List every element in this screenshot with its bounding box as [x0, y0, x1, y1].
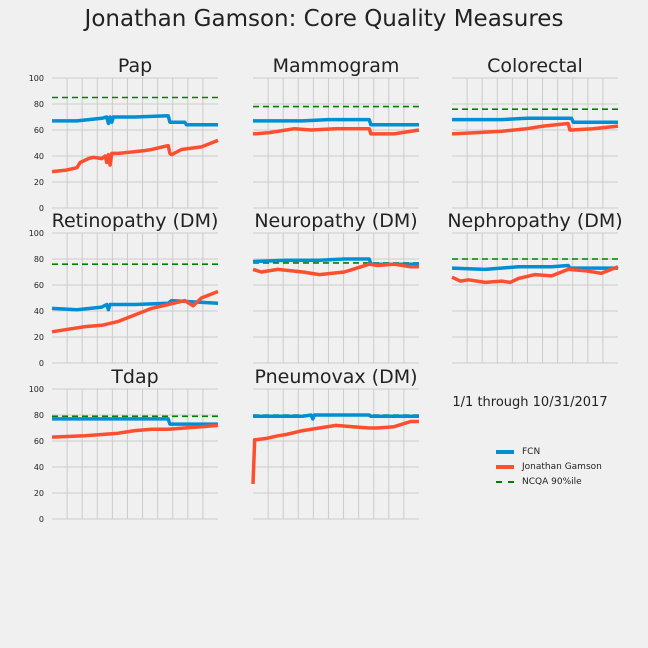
series-line-fcn — [52, 417, 218, 426]
legend-label-fcn: FCN — [522, 446, 541, 457]
panel-nephropathy-dm: Nephropathy (DM) — [447, 210, 623, 364]
series-line-fcn — [452, 116, 618, 124]
series-line-jonathan-gamson — [51, 423, 219, 439]
series-line-jonathan-gamson — [252, 262, 419, 277]
panel-title: Nephropathy (DM) — [447, 210, 622, 232]
y-tick-label: 40 — [34, 463, 44, 472]
panel-pap: 0 20 40 60 80 100 Pap — [29, 55, 219, 213]
legend-swatch-provider — [496, 464, 514, 469]
y-tick-label: 40 — [34, 307, 44, 316]
panel-title: Pap — [118, 55, 152, 77]
legend-item-provider: Jonathan Gamson — [496, 459, 602, 474]
y-tick-label: 40 — [34, 152, 44, 161]
y-tick-label: 0 — [39, 204, 44, 213]
panel-colorectal: Colorectal — [451, 55, 619, 209]
y-tick-label: 80 — [34, 411, 44, 420]
series-line-fcn — [52, 113, 218, 127]
panel-title: Retinopathy (DM) — [52, 210, 219, 232]
panel-title: Colorectal — [487, 55, 583, 77]
y-tick-label: 0 — [39, 515, 44, 524]
series-line-jonathan-gamson — [451, 265, 619, 285]
legend-label-provider: Jonathan Gamson — [522, 461, 602, 472]
y-tick-label: 20 — [34, 178, 44, 187]
panel-title: Neuropathy (DM) — [254, 210, 417, 232]
legend-swatch-fcn — [496, 449, 514, 454]
y-tick-label: 80 — [34, 255, 44, 264]
period-note: 1/1 through 10/31/2017 — [452, 395, 608, 410]
legend-item-fcn: FCN — [496, 444, 602, 459]
legend-swatch-ncqa — [496, 480, 514, 483]
series-line-jonathan-gamson — [51, 138, 219, 174]
series-line-jonathan-gamson — [451, 121, 619, 136]
series-line-jonathan-gamson — [252, 126, 420, 136]
panel-retinopathy-dm: 0 20 40 60 80 100 Retinopathy (DM) — [29, 210, 219, 368]
y-tick-label: 20 — [34, 489, 44, 498]
series-line-jonathan-gamson — [251, 419, 419, 484]
panel-mammogram: Mammogram — [252, 55, 420, 209]
y-tick-label: 100 — [29, 74, 44, 83]
y-tick-label: 0 — [39, 359, 44, 368]
legend-label-ncqa: NCQA 90%ile — [522, 476, 582, 487]
panel-pneumovax-dm: Pneumovax (DM) — [251, 366, 419, 520]
y-tick-label: 60 — [34, 437, 44, 446]
legend: FCN Jonathan Gamson NCQA 90%ile — [496, 444, 602, 489]
y-tick-label: 100 — [29, 385, 44, 394]
panel-title: Mammogram — [273, 55, 400, 77]
panel-title: Pneumovax (DM) — [254, 366, 417, 388]
series-line-fcn — [451, 263, 618, 272]
panel-title: Tdap — [110, 366, 158, 388]
series-line-jonathan-gamson — [51, 289, 219, 334]
y-tick-label: 60 — [34, 281, 44, 290]
y-tick-label: 60 — [34, 126, 44, 135]
panel-neuropathy-dm: Neuropathy (DM) — [252, 210, 419, 364]
panel-tdap: 0 20 40 60 80 100 Tdap — [29, 366, 219, 524]
y-tick-label: 20 — [34, 333, 44, 342]
y-tick-label: 80 — [34, 100, 44, 109]
series-line-fcn — [253, 117, 419, 127]
series-line-fcn — [252, 413, 419, 421]
figure-title: Jonathan Gamson: Core Quality Measures — [84, 6, 564, 32]
legend-item-ncqa: NCQA 90%ile — [496, 474, 602, 489]
y-tick-label: 100 — [29, 229, 44, 238]
